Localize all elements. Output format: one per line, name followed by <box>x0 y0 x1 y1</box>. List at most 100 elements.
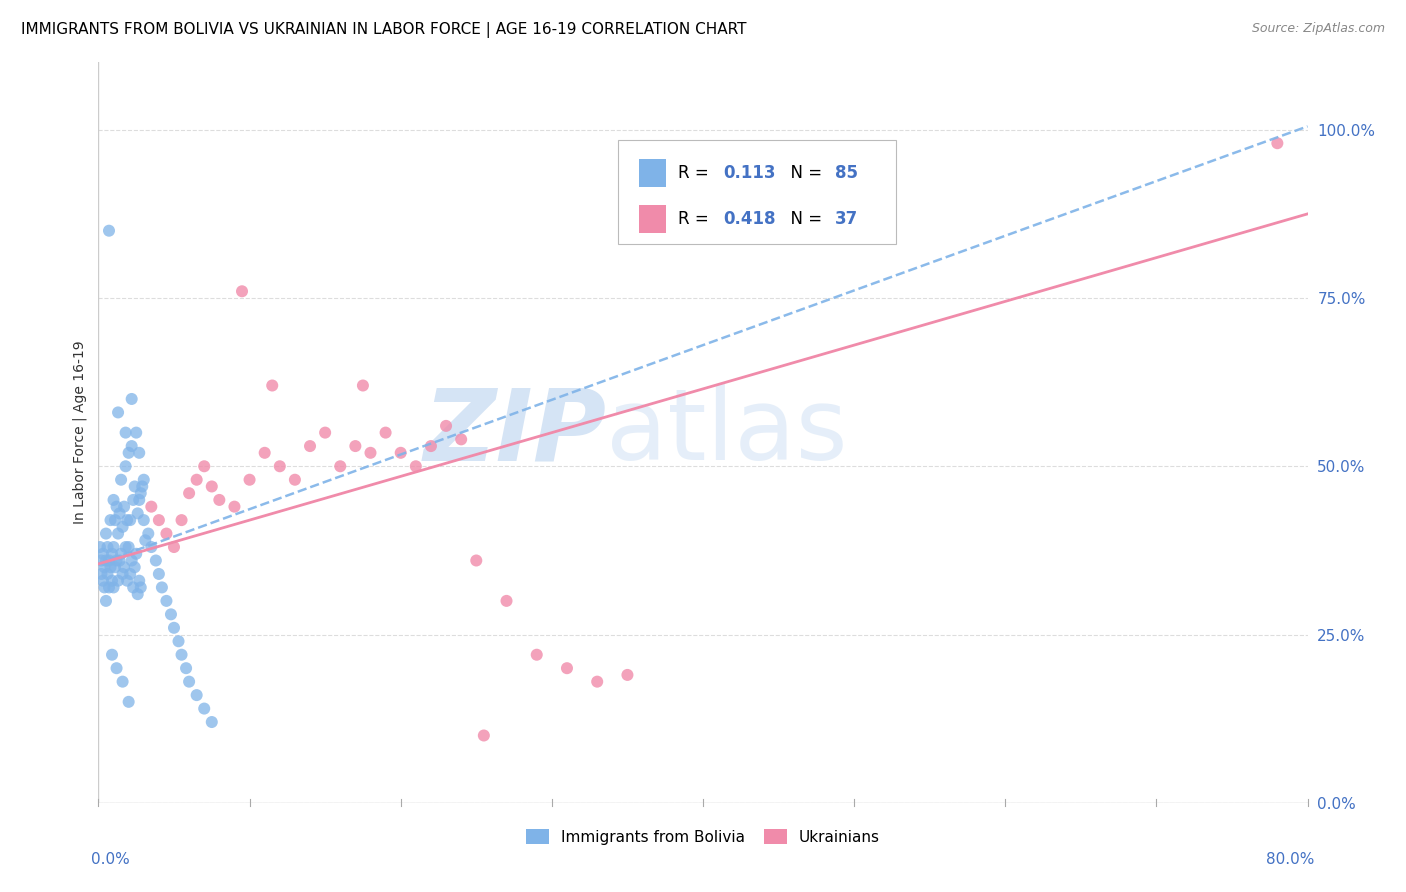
Point <box>136 526 159 541</box>
Point <box>555 661 578 675</box>
Point <box>104 513 127 527</box>
Point <box>120 566 142 581</box>
Point <box>329 459 352 474</box>
FancyBboxPatch shape <box>638 205 665 233</box>
Point <box>111 674 134 689</box>
Point <box>465 553 488 567</box>
Point <box>186 688 208 702</box>
Point <box>101 574 124 588</box>
Point <box>104 560 127 574</box>
Point <box>239 473 262 487</box>
Point <box>352 378 374 392</box>
Point <box>111 520 134 534</box>
Text: R =: R = <box>678 164 714 182</box>
Text: atlas: atlas <box>606 384 848 481</box>
Point <box>160 607 183 622</box>
Point <box>148 513 170 527</box>
Point <box>201 479 224 493</box>
Point <box>103 581 125 595</box>
Point <box>118 446 141 460</box>
Point <box>405 459 427 474</box>
Point <box>98 553 121 567</box>
Point <box>141 500 163 514</box>
Point <box>94 594 117 608</box>
Point <box>389 446 412 460</box>
Point <box>586 674 609 689</box>
FancyBboxPatch shape <box>619 140 897 244</box>
Point <box>269 459 291 474</box>
Point <box>110 473 132 487</box>
Point <box>314 425 336 440</box>
Point <box>155 526 177 541</box>
Point <box>150 581 173 595</box>
Point <box>231 285 253 299</box>
Point <box>115 574 138 588</box>
Point <box>107 574 129 588</box>
Point <box>110 547 132 561</box>
Point <box>128 446 150 460</box>
Text: 85: 85 <box>835 164 858 182</box>
Point <box>127 587 149 601</box>
Point <box>107 405 129 419</box>
Point <box>170 513 193 527</box>
Point <box>101 547 124 561</box>
Text: Source: ZipAtlas.com: Source: ZipAtlas.com <box>1251 22 1385 36</box>
Point <box>450 433 472 447</box>
Point <box>94 553 117 567</box>
Legend: Immigrants from Bolivia, Ukrainians: Immigrants from Bolivia, Ukrainians <box>520 822 886 851</box>
Point <box>107 526 129 541</box>
Point <box>129 486 152 500</box>
Point <box>108 553 131 567</box>
Text: IMMIGRANTS FROM BOLIVIA VS UKRAINIAN IN LABOR FORCE | AGE 16-19 CORRELATION CHAR: IMMIGRANTS FROM BOLIVIA VS UKRAINIAN IN … <box>21 22 747 38</box>
Point <box>167 634 190 648</box>
Point <box>122 581 145 595</box>
Point <box>114 459 136 474</box>
Text: 80.0%: 80.0% <box>1267 852 1315 867</box>
Point <box>90 566 112 581</box>
Point <box>132 473 155 487</box>
Point <box>1267 136 1289 151</box>
Text: 0.0%: 0.0% <box>91 852 131 867</box>
Point <box>434 418 457 433</box>
Point <box>134 533 156 548</box>
Point <box>360 446 382 460</box>
Point <box>114 540 136 554</box>
Point <box>526 648 548 662</box>
Point <box>193 701 215 715</box>
Point <box>118 695 141 709</box>
Point <box>91 574 114 588</box>
Text: N =: N = <box>780 164 828 182</box>
Point <box>120 513 142 527</box>
Point <box>93 560 115 574</box>
Text: 0.113: 0.113 <box>724 164 776 182</box>
Point <box>125 547 148 561</box>
Point <box>108 507 131 521</box>
Point <box>96 566 118 581</box>
Point <box>124 479 146 493</box>
Point <box>344 439 367 453</box>
Point <box>118 540 141 554</box>
Point <box>284 473 307 487</box>
Point <box>112 560 135 574</box>
Point <box>96 540 118 554</box>
Point <box>93 581 115 595</box>
Point <box>100 560 122 574</box>
Point <box>174 661 197 675</box>
Point <box>128 574 150 588</box>
Point <box>115 513 138 527</box>
Point <box>179 674 201 689</box>
Text: N =: N = <box>780 210 828 228</box>
Point <box>103 540 125 554</box>
Point <box>105 661 128 675</box>
Point <box>101 648 124 662</box>
Text: R =: R = <box>678 210 714 228</box>
Point <box>163 540 186 554</box>
Point <box>131 479 153 493</box>
Point <box>125 425 148 440</box>
Point <box>472 729 495 743</box>
Point <box>100 513 122 527</box>
Point <box>103 492 125 507</box>
Point <box>132 513 155 527</box>
Point <box>208 492 231 507</box>
Point <box>121 392 143 406</box>
